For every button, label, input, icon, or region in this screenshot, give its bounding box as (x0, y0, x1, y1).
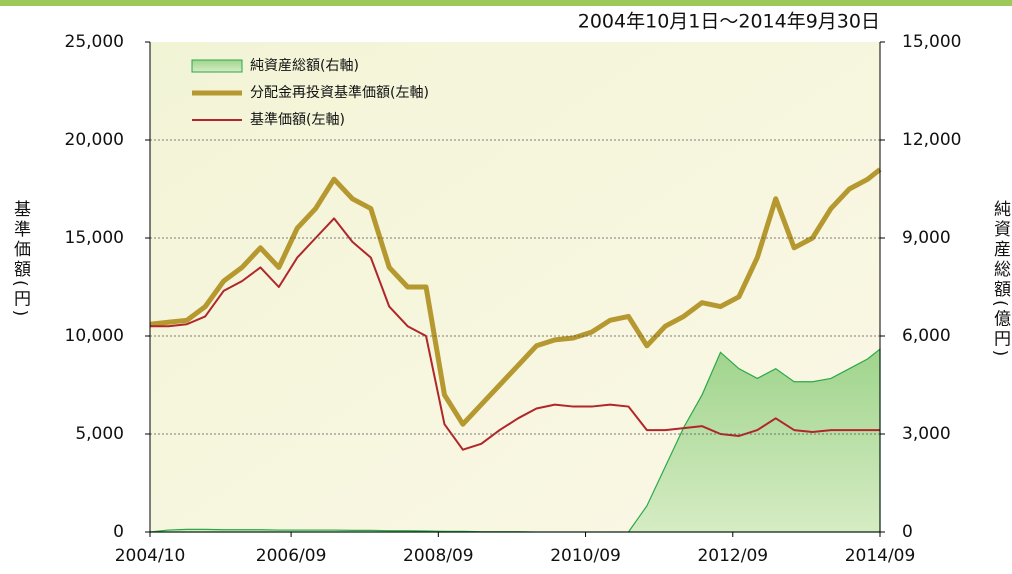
line (150, 217, 880, 451)
top-bar (0, 0, 1012, 6)
y-tick-label: 25,000 (65, 32, 124, 52)
y-axis-title: 基準価額(円) (10, 200, 31, 319)
legend-swatch (191, 59, 243, 73)
y2-tick-label: 0 (902, 522, 913, 542)
x-tick-label: 2006/09 (256, 546, 327, 566)
x-tick-label: 2008/09 (403, 546, 474, 566)
y2-tick-label: 9,000 (902, 228, 951, 248)
y2-tick-label: 3,000 (902, 424, 951, 444)
y2-tick-label: 12,000 (902, 130, 961, 150)
x-tick-label: 2012/09 (697, 546, 768, 566)
legend-label: 分配金再投資基準価額(左軸) (250, 84, 429, 101)
y-tick-label: 0 (113, 522, 124, 542)
y-tick-label: 20,000 (65, 130, 124, 150)
subtitle: 2004年10月1日～2014年9月30日 (578, 11, 880, 33)
y-tick-label: 5,000 (75, 424, 124, 444)
x-tick-label: 2004/10 (115, 546, 186, 566)
y2-tick-label: 6,000 (902, 326, 951, 346)
y2-tick-label: 15,000 (902, 32, 961, 52)
y-tick-label: 10,000 (65, 326, 124, 346)
x-tick-label: 2014/09 (845, 546, 916, 566)
legend-label: 基準価額(左軸) (250, 111, 345, 128)
y2-axis-title: 純資産総額(億円) (990, 200, 1011, 359)
y-tick-label: 15,000 (65, 228, 124, 248)
x-tick-label: 2010/09 (550, 546, 621, 566)
legend-label: 純資産総額(右軸) (250, 58, 359, 74)
